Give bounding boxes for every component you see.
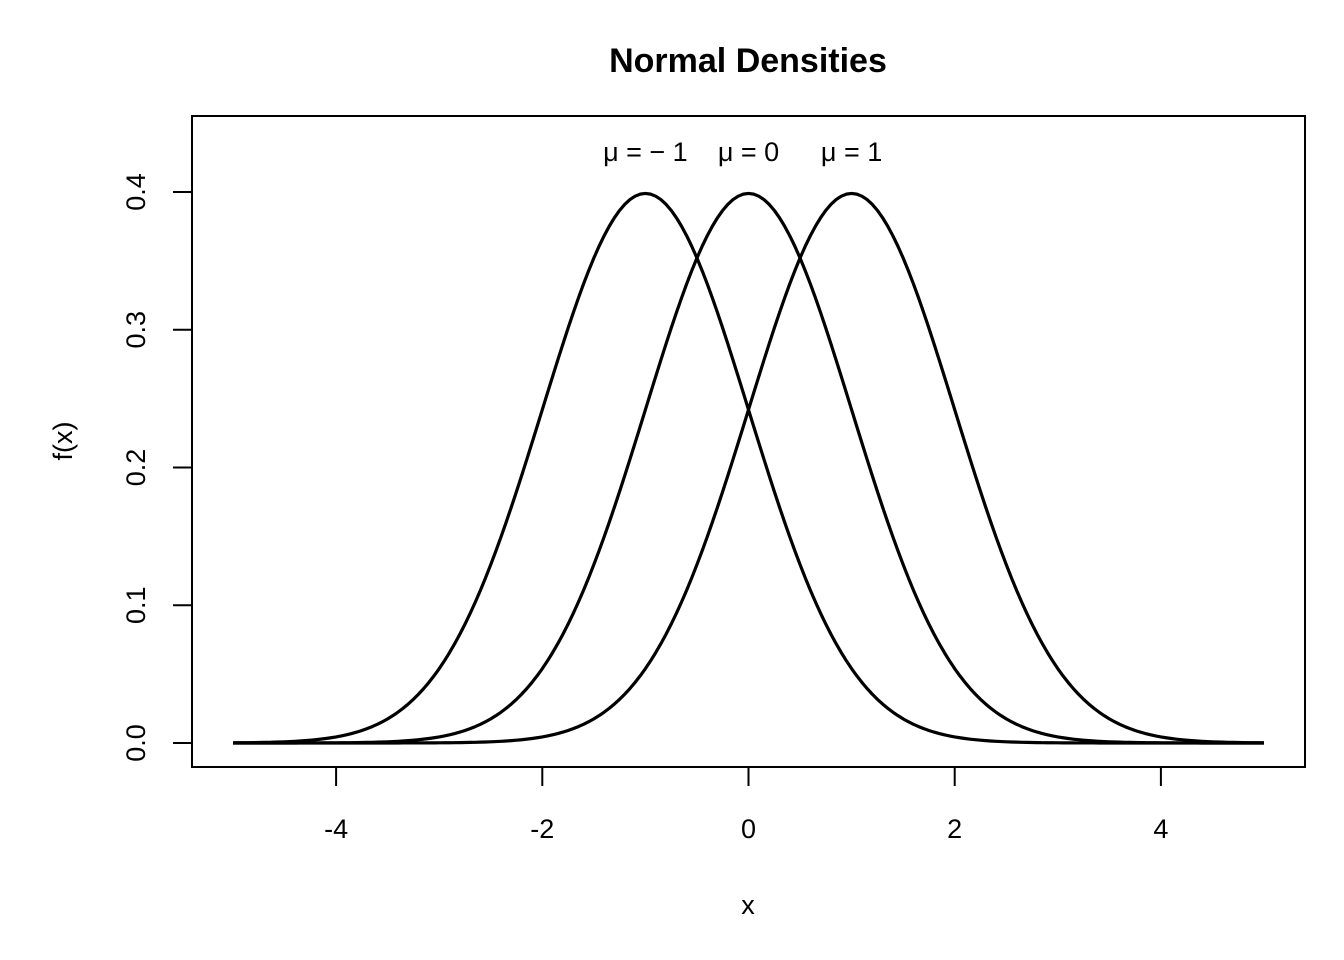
x-tick-label: -4 — [324, 814, 348, 844]
x-tick-label: 2 — [947, 814, 962, 844]
x-tick-label: 0 — [741, 814, 756, 844]
y-tick-label: 0.1 — [121, 586, 151, 624]
series-layer — [232, 191, 1265, 745]
y-axis-label: f(x) — [48, 422, 78, 461]
y-tick-label: 0.2 — [121, 449, 151, 487]
mu-annotation: μ = 0 — [718, 137, 779, 167]
mu-annotation: μ = 1 — [821, 137, 882, 167]
mu-annotation: μ = − 1 — [603, 137, 688, 167]
y-axis: 0.0 0.1 0.2 0.3 0.4 — [121, 173, 193, 762]
y-tick-label: 0.0 — [121, 724, 151, 762]
y-tick-label: 0.3 — [121, 311, 151, 349]
annotation-layer: μ = − 1 μ = 0 μ = 1 — [603, 137, 882, 167]
x-tick-label: -2 — [530, 814, 554, 844]
x-axis-label: x — [741, 890, 755, 920]
y-tick-label: 0.4 — [121, 173, 151, 211]
density-curve-mu-1 — [233, 191, 1265, 745]
x-tick-label: 4 — [1153, 814, 1168, 844]
x-axis: -4 -2 0 2 4 — [324, 766, 1168, 844]
density-curve-mu--1 — [232, 191, 1264, 745]
chart-title: Normal Densities — [609, 42, 887, 80]
density-curve-mu-0 — [233, 191, 1264, 745]
plot-frame — [191, 115, 1306, 768]
